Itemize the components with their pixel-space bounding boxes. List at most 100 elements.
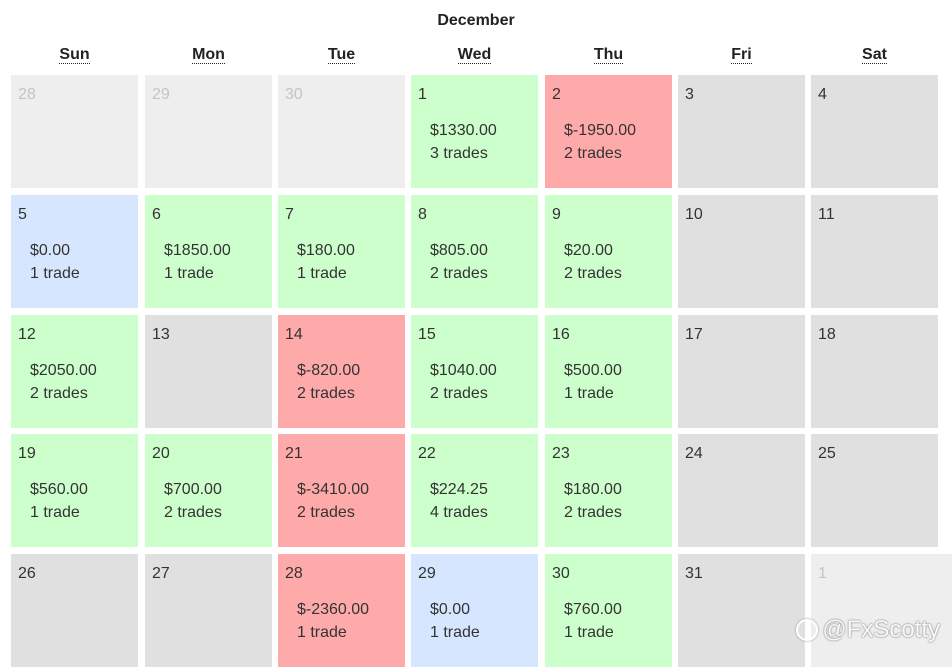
day-cell[interactable]: 26 (11, 554, 138, 667)
day-cell[interactable]: 14 $-820.00 2 trades (278, 315, 405, 428)
day-number: 29 (418, 565, 436, 582)
day-trade-count: 1 trade (297, 265, 347, 282)
day-number: 15 (418, 326, 436, 343)
day-cell[interactable]: 16 $500.00 1 trade (545, 315, 672, 428)
weekday-label: Sat (862, 46, 887, 64)
day-number: 11 (818, 206, 835, 223)
day-number: 30 (285, 86, 303, 103)
day-cell[interactable]: 25 (811, 434, 938, 547)
weekday-label: Sun (59, 46, 90, 64)
weekday-label: Thu (593, 46, 624, 64)
day-cell[interactable]: 5 $0.00 1 trade (11, 195, 138, 308)
day-cell[interactable]: 7 $180.00 1 trade (278, 195, 405, 308)
day-cell[interactable]: 23 $180.00 2 trades (545, 434, 672, 547)
weekday-sat: Sat (811, 46, 938, 64)
weekday-mon: Mon (145, 46, 272, 64)
day-number: 13 (152, 326, 170, 343)
day-cell[interactable]: 20 $700.00 2 trades (145, 434, 272, 547)
day-cell[interactable]: 24 (678, 434, 805, 547)
day-cell[interactable]: 17 (678, 315, 805, 428)
weekday-label: Mon (192, 46, 225, 64)
day-pnl: $-2360.00 (297, 601, 370, 618)
day-cell[interactable]: 11 (811, 195, 938, 308)
day-cell[interactable]: 18 (811, 315, 938, 428)
day-cell[interactable]: 3 (678, 75, 805, 188)
day-number: 12 (18, 326, 36, 343)
day-number: 16 (552, 326, 570, 343)
weekday-label: Tue (327, 46, 356, 64)
day-trade-count: 1 trade (564, 385, 614, 402)
day-number: 22 (418, 445, 436, 462)
watermark: @FxScotty (796, 616, 940, 644)
day-number: 19 (18, 445, 36, 462)
weekday-thu: Thu (545, 46, 672, 64)
day-number: 28 (18, 86, 36, 103)
day-cell[interactable]: 29 $0.00 1 trade (411, 554, 538, 667)
day-pnl: $2050.00 (30, 362, 97, 379)
day-cell[interactable]: 30 $760.00 1 trade (545, 554, 672, 667)
day-trade-count: 2 trades (297, 385, 355, 402)
day-cell[interactable]: 13 (145, 315, 272, 428)
day-number: 8 (418, 206, 427, 223)
day-number: 28 (285, 565, 303, 582)
day-trade-count: 1 trade (430, 624, 480, 641)
day-cell[interactable]: 31 (678, 554, 805, 667)
day-pnl: $805.00 (430, 242, 488, 259)
weibo-logo-icon (796, 619, 819, 641)
day-pnl: $-1950.00 (564, 122, 637, 139)
day-cell[interactable]: 15 $1040.00 2 trades (411, 315, 538, 428)
day-cell[interactable]: 29 (145, 75, 272, 188)
weekday-label: Wed (457, 46, 492, 64)
day-pnl: $760.00 (564, 601, 622, 618)
weekday-sun: Sun (11, 46, 138, 64)
day-pnl: $-3410.00 (297, 481, 370, 498)
day-cell[interactable]: 2 $-1950.00 2 trades (545, 75, 672, 188)
day-cell[interactable]: 12 $2050.00 2 trades (11, 315, 138, 428)
day-number: 17 (685, 326, 703, 343)
day-trade-count: 1 trade (164, 265, 214, 282)
day-cell[interactable]: 19 $560.00 1 trade (11, 434, 138, 547)
day-number: 24 (685, 445, 703, 462)
day-number: 10 (685, 206, 703, 223)
day-number: 21 (285, 445, 303, 462)
day-cell[interactable]: 9 $20.00 2 trades (545, 195, 672, 308)
day-cell[interactable]: 1 $1330.00 3 trades (411, 75, 538, 188)
day-cell[interactable]: 4 (811, 75, 938, 188)
day-cell[interactable]: 21 $-3410.00 2 trades (278, 434, 405, 547)
day-cell[interactable]: 27 (145, 554, 272, 667)
day-cell[interactable]: 6 $1850.00 1 trade (145, 195, 272, 308)
day-number: 27 (152, 565, 170, 582)
day-pnl: $20.00 (564, 242, 613, 259)
day-cell[interactable]: 8 $805.00 2 trades (411, 195, 538, 308)
day-number: 3 (685, 86, 694, 103)
day-trade-count: 2 trades (297, 504, 355, 521)
day-number: 2 (552, 86, 561, 103)
day-pnl: $0.00 (30, 242, 71, 259)
day-cell[interactable]: 22 $224.25 4 trades (411, 434, 538, 547)
day-cell[interactable]: 28 $-2360.00 1 trade (278, 554, 405, 667)
day-pnl: $1850.00 (164, 242, 231, 259)
day-trade-count: 3 trades (430, 145, 488, 162)
day-number: 14 (285, 326, 303, 343)
day-trade-count: 2 trades (564, 145, 622, 162)
watermark-text: @FxScotty (822, 616, 940, 643)
day-pnl: $0.00 (430, 601, 471, 618)
day-pnl: $500.00 (564, 362, 622, 379)
weekday-header-row: Sun Mon Tue Wed Thu Fri Sat (0, 46, 952, 66)
day-cell[interactable]: 1 (811, 554, 952, 667)
day-number: 4 (818, 86, 827, 103)
day-number: 30 (552, 565, 570, 582)
day-cell[interactable]: 10 (678, 195, 805, 308)
day-trade-count: 2 trades (430, 385, 488, 402)
day-trade-count: 2 trades (564, 265, 622, 282)
day-cell[interactable]: 28 (11, 75, 138, 188)
day-trade-count: 1 trade (30, 265, 80, 282)
day-number: 31 (685, 565, 703, 582)
day-cell[interactable]: 30 (278, 75, 405, 188)
day-trade-count: 2 trades (564, 504, 622, 521)
day-trade-count: 1 trade (30, 504, 80, 521)
day-number: 20 (152, 445, 170, 462)
day-pnl: $224.25 (430, 481, 488, 498)
day-pnl: $700.00 (164, 481, 222, 498)
day-pnl: $1330.00 (430, 122, 497, 139)
